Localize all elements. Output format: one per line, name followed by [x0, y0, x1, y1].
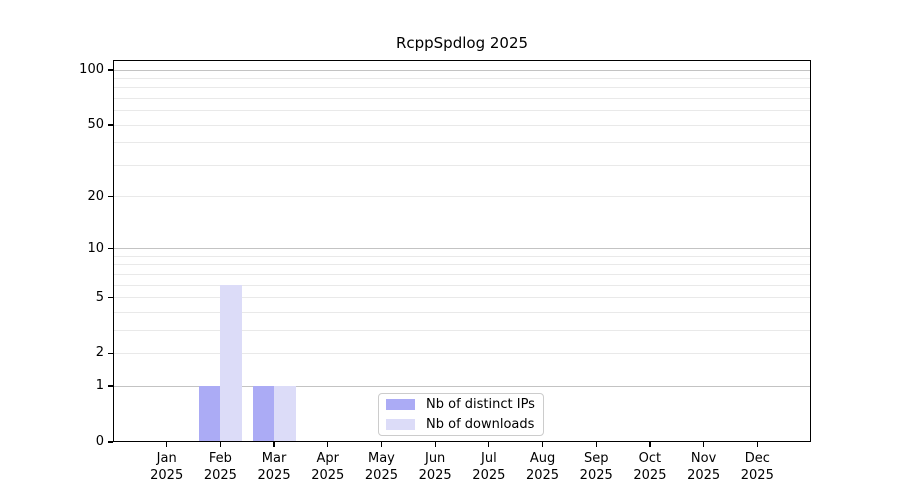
y-axis-tick — [108, 248, 113, 250]
x-tick-year: 2025 — [150, 467, 184, 483]
x-axis-tick — [756, 442, 758, 447]
x-axis-tick — [327, 442, 329, 447]
x-tick-year: 2025 — [472, 467, 506, 483]
x-tick-label: Apr 2025 — [288, 451, 368, 484]
x-tick-year: 2025 — [740, 467, 774, 483]
gridline — [113, 311, 811, 313]
x-tick-year: 2025 — [687, 467, 721, 483]
x-tick-month: Dec — [744, 451, 770, 466]
y-tick-label: 10 — [87, 240, 104, 256]
y-axis-tick — [108, 124, 113, 126]
gridline — [113, 196, 811, 198]
x-tick-month: Feb — [208, 451, 232, 466]
chart-title: RcppSpdlog 2025 — [395, 34, 529, 52]
gridline — [113, 297, 811, 299]
gridline — [113, 124, 811, 126]
x-tick-year: 2025 — [257, 467, 291, 483]
bar-distinct-ips — [252, 386, 275, 442]
y-tick-label: 2 — [95, 345, 104, 361]
x-axis-tick — [380, 442, 383, 447]
legend-swatch-downloads — [386, 419, 415, 430]
gridline — [113, 142, 811, 144]
x-axis-tick — [166, 442, 168, 447]
y-tick-label: 50 — [87, 117, 104, 133]
x-tick-month: Jan — [156, 451, 177, 466]
x-tick-year: 2025 — [418, 467, 452, 483]
legend-item-downloads: Nb of downloads — [386, 416, 536, 434]
y-axis-tick — [108, 352, 113, 355]
legend-label-distinct-ips: Nb of distinct IPs — [426, 397, 535, 412]
x-tick-label: Jan 2025 — [127, 451, 207, 484]
x-axis-tick — [488, 442, 490, 447]
x-tick-year: 2025 — [633, 467, 667, 483]
legend-swatch-distinct-ips — [386, 399, 415, 410]
x-tick-month: Jul — [481, 451, 497, 466]
gridline — [113, 77, 811, 79]
y-axis-tick — [108, 195, 113, 198]
gridline — [113, 110, 811, 112]
x-tick-month: May — [368, 451, 395, 466]
x-tick-year: 2025 — [311, 467, 345, 483]
bar-distinct-ips — [198, 386, 221, 442]
gridline — [113, 284, 811, 286]
x-axis-tick — [273, 442, 275, 447]
gridline — [113, 164, 811, 166]
x-tick-label: Jun 2025 — [395, 451, 475, 484]
gridline — [113, 248, 811, 250]
x-tick-year: 2025 — [203, 467, 237, 483]
y-tick-label: 20 — [87, 188, 104, 204]
gridline — [113, 87, 811, 89]
x-axis-tick — [595, 442, 597, 447]
x-tick-label: Oct 2025 — [610, 451, 690, 484]
x-tick-month: Mar — [261, 451, 287, 466]
x-tick-month: Oct — [638, 451, 662, 466]
x-tick-label: May 2025 — [341, 451, 421, 484]
x-axis-tick — [434, 442, 436, 447]
x-axis-tick — [649, 442, 651, 447]
x-tick-label: Mar 2025 — [234, 451, 314, 484]
y-axis-tick — [108, 441, 113, 443]
y-tick-label: 5 — [95, 289, 104, 305]
gridline — [113, 385, 811, 387]
x-axis-tick — [219, 442, 222, 447]
y-tick-label: 0 — [95, 434, 104, 449]
y-axis-tick — [108, 385, 113, 387]
x-tick-month: Nov — [690, 451, 717, 466]
x-tick-month: Jun — [424, 451, 446, 466]
gridline — [113, 273, 811, 275]
y-axis-tick — [108, 296, 113, 299]
x-tick-label: Nov 2025 — [664, 451, 744, 484]
bar-downloads — [220, 285, 242, 442]
x-tick-label: Dec 2025 — [717, 451, 797, 484]
legend-label-downloads: Nb of downloads — [426, 417, 535, 432]
plot-area: Nb of distinct IPs Nb of downloads — [113, 60, 811, 442]
gridline — [113, 352, 811, 354]
gridline — [113, 255, 811, 257]
x-tick-year: 2025 — [579, 467, 613, 483]
y-axis-tick — [108, 69, 113, 71]
x-tick-month: Sep — [583, 451, 609, 466]
x-tick-label: Feb 2025 — [180, 451, 260, 484]
bar-downloads — [274, 386, 296, 442]
gridline — [113, 69, 811, 71]
y-tick-label: 100 — [79, 62, 104, 77]
gridline — [113, 97, 811, 99]
x-tick-label: Aug 2025 — [503, 451, 583, 484]
y-tick-label: 1 — [95, 378, 104, 394]
x-tick-month: Aug — [529, 451, 556, 466]
x-tick-year: 2025 — [525, 467, 560, 483]
x-axis-tick — [702, 442, 705, 447]
x-tick-year: 2025 — [364, 467, 398, 483]
gridline — [113, 329, 811, 331]
gridline — [113, 264, 811, 266]
legend: Nb of distinct IPs Nb of downloads — [378, 393, 544, 436]
x-tick-label: Sep 2025 — [556, 451, 636, 484]
legend-item-distinct-ips: Nb of distinct IPs — [386, 396, 536, 414]
x-axis-tick — [541, 442, 544, 447]
x-tick-label: Jul 2025 — [449, 451, 529, 484]
x-tick-month: Apr — [316, 451, 340, 466]
